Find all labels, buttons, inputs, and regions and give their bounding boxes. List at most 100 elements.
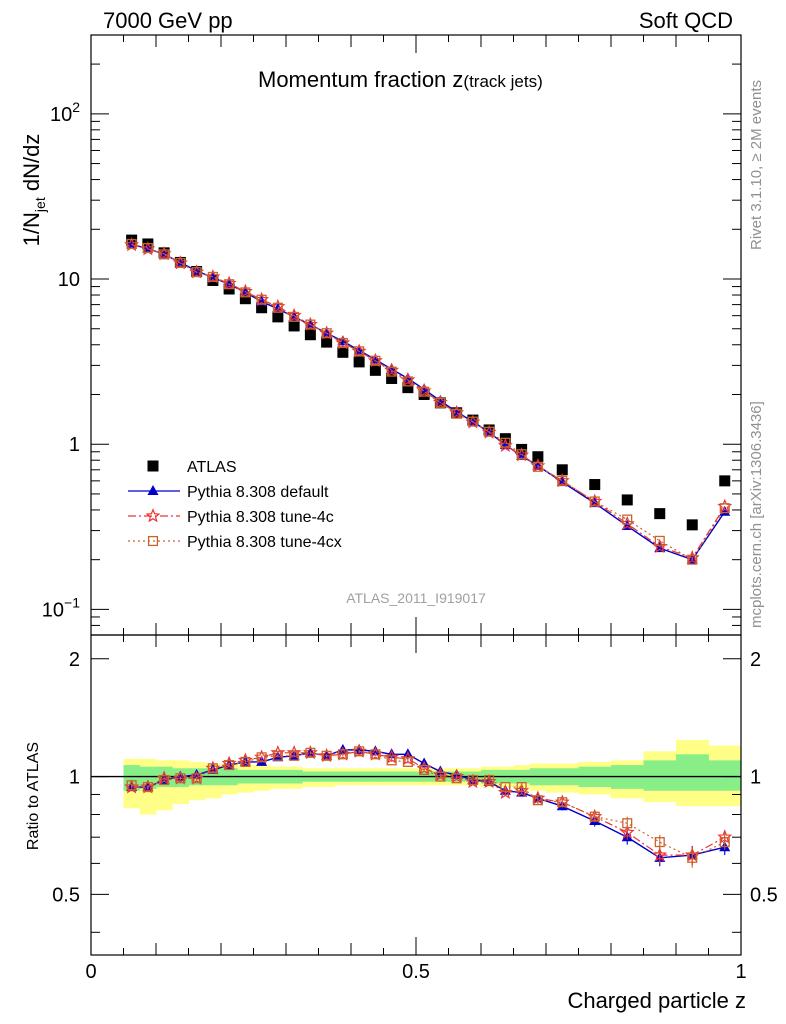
data-point: [159, 249, 170, 260]
legend-item: Pythia 8.308 tune-4cx: [128, 534, 342, 551]
y-tick-label: 102: [50, 99, 80, 126]
data-point: [532, 451, 544, 463]
legend-marker: [147, 460, 159, 472]
ratio-point: [272, 750, 283, 761]
ratio-point: [622, 818, 633, 829]
ratio-point: [224, 760, 235, 771]
series-line: [131, 243, 726, 561]
data-point: [687, 554, 698, 565]
ratio-point: [126, 780, 137, 791]
ratio-point: [256, 755, 268, 766]
data-point: [654, 508, 666, 520]
ratio-point: [687, 852, 698, 863]
data-point: [654, 535, 665, 546]
legend-label: Pythia 8.308 tune-4c: [187, 509, 334, 526]
data-point: [418, 383, 430, 394]
data-point: [337, 335, 349, 346]
mcplots-label: mcplots.cern.ch [arXiv:1306.3436]: [748, 401, 765, 628]
series-3: [126, 238, 730, 565]
y-tick-label: 1: [69, 434, 80, 456]
data-point: [434, 394, 446, 405]
ratio-point: [719, 837, 730, 848]
ratio-series-2: [126, 746, 730, 868]
ratio-point: [321, 750, 332, 761]
data-point: [621, 494, 633, 506]
ratio-point: [467, 774, 478, 786]
x-tick-label: 0: [85, 961, 96, 983]
ratio-point: [305, 747, 316, 758]
ratio-point: [500, 782, 511, 793]
header-left: 7000 GeV pp: [103, 8, 233, 33]
x-tick-label: 1: [735, 961, 746, 983]
data-point: [435, 397, 446, 408]
data-point: [337, 337, 348, 349]
ratio-point: [402, 756, 413, 767]
data-point: [207, 271, 218, 282]
legend-marker: [147, 485, 159, 495]
legend-label: ATLAS: [187, 459, 237, 476]
data-point: [402, 376, 413, 387]
y-tick-label: 10−1: [42, 594, 80, 621]
ratio-point: [354, 746, 365, 757]
data-point: [370, 355, 381, 366]
ratio-point: [652, 847, 668, 862]
ratio-point: [589, 811, 600, 822]
data-point: [556, 464, 568, 476]
ratio-point: [516, 782, 527, 793]
data-point: [386, 372, 398, 384]
x-tick-label: 0.5: [402, 961, 430, 983]
legend-marker: [147, 535, 159, 547]
legend-label: Pythia 8.308 default: [187, 484, 329, 501]
data-point: [484, 426, 495, 437]
data-point: [256, 302, 268, 314]
data-point: [272, 302, 283, 313]
legend-label: Pythia 8.308 tune-4cx: [187, 534, 342, 551]
data-point: [354, 346, 365, 357]
ratio-point: [370, 749, 381, 760]
header-right: Soft QCD: [639, 8, 733, 33]
ratio-point: [175, 773, 186, 784]
data-point: [467, 416, 478, 427]
data-point: [305, 319, 316, 330]
ratio-y-tick-label-right: 2: [750, 649, 761, 671]
legend-item: ATLAS: [147, 459, 237, 476]
data-point: [142, 242, 153, 254]
data-point: [191, 267, 202, 278]
watermark: ATLAS_2011_I919017: [346, 590, 486, 606]
data-point: [337, 346, 349, 358]
data-point: [288, 320, 300, 332]
data-point: [175, 257, 186, 269]
data-point: [532, 461, 543, 472]
data-point: [500, 437, 511, 448]
ratio-panel: 0.5 0.5 1 1 2 2 0 0.5 1 Ratio to ATLAS Charged p…: [25, 634, 778, 1013]
ratio-point: [240, 756, 251, 767]
legend-marker: [145, 508, 161, 523]
data-point: [321, 336, 333, 348]
data-point: [402, 382, 414, 394]
data-point: [686, 519, 698, 531]
ratio-point: [532, 795, 543, 806]
ratio-point: [289, 750, 300, 761]
data-point: [719, 475, 731, 487]
ratio-point: [619, 824, 635, 839]
y-tick-label: 10: [58, 269, 80, 291]
data-point: [239, 293, 251, 305]
y-axis-label-ratio: Ratio to ATLAS: [25, 742, 42, 850]
legend-item: Pythia 8.308 default: [128, 484, 329, 501]
ratio-y-tick-label: 0.5: [52, 884, 80, 906]
ratio-point: [419, 764, 430, 775]
data-point: [451, 408, 462, 419]
data-point: [589, 496, 600, 507]
data-point: [419, 386, 430, 397]
band-cell: [708, 760, 741, 791]
band-cell: [676, 754, 709, 791]
ratio-point: [451, 773, 462, 784]
data-point: [386, 366, 397, 377]
ratio-point: [142, 782, 153, 793]
data-point: [289, 311, 300, 322]
data-point: [304, 329, 316, 341]
ratio-point: [557, 797, 568, 808]
data-point: [369, 364, 381, 376]
data-point: [557, 475, 568, 486]
